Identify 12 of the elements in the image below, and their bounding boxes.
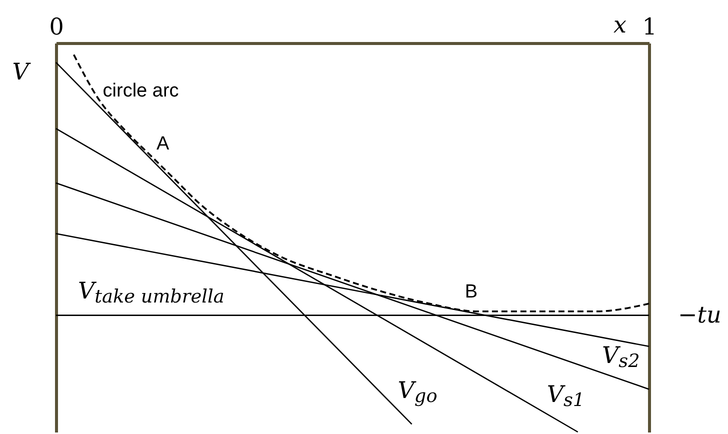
series-label: V$_{s1}$ xyxy=(546,382,585,411)
series-label: circle arc xyxy=(102,80,179,102)
series-label: V$_{take umbrella}$ xyxy=(78,278,224,307)
y-axis-title: V xyxy=(12,60,32,86)
series-label: V$_{go}$ xyxy=(398,378,438,407)
x-axis-title: x xyxy=(614,12,627,38)
annotation: −tu xyxy=(678,302,722,328)
x-tick-label: 1 xyxy=(642,14,657,40)
x-tick-label: 0 xyxy=(49,14,64,40)
annotation: B xyxy=(464,282,478,303)
series-label: V$_{s2}$ xyxy=(602,343,640,372)
annotation: A xyxy=(156,134,170,155)
